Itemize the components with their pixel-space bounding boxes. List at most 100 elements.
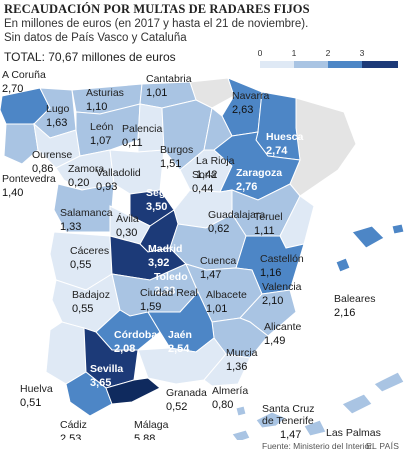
province-value-guadalajara: 0,62 (208, 223, 229, 235)
region-leon (75, 103, 141, 157)
legend-tick-3: 3 (359, 48, 365, 58)
province-name-asturias: Asturias (86, 87, 124, 99)
province-name-valencia: Valencia (262, 281, 302, 293)
province-value-castellon: 1,16 (260, 267, 281, 279)
total-label: TOTAL: 70,67 millones de euros (4, 50, 176, 64)
legend-swatch-3 (362, 61, 398, 68)
province-name-albacete: Albacete (206, 289, 247, 301)
province-value-granada: 0,52 (166, 401, 187, 413)
region-las-palmas (303, 371, 405, 437)
province-value-madrid: 3,92 (148, 257, 169, 269)
province-value-baleares: 2,16 (334, 307, 355, 319)
region-pontevedra (3, 123, 39, 165)
province-name-malaga: Málaga (134, 419, 169, 431)
province-name-ciudad-real: Ciudad Real (140, 287, 198, 299)
region-baleares (335, 223, 405, 273)
province-value-ciudad-real: 1,59 (140, 301, 161, 313)
province-value-almeria: 0,80 (212, 399, 233, 411)
province-value-cordoba: 2,08 (114, 343, 135, 355)
province-value-la-rioja: 1,42 (196, 169, 217, 181)
province-value-salamanca: 1,33 (60, 221, 81, 233)
province-name-palencia: Palencia (122, 123, 162, 135)
legend-swatch-1 (294, 61, 328, 68)
province-value-asturias: 1,10 (86, 101, 107, 113)
province-name-huelva: Huelva (20, 383, 53, 395)
province-value-palencia: 0,11 (122, 137, 143, 149)
province-value-jaen: 2,54 (168, 343, 190, 355)
province-name-castellon: Castellón (260, 253, 304, 265)
province-name-valladolid: Valladolid (96, 167, 141, 179)
cataluna-area (289, 97, 357, 197)
province-name-segovia: Segovia (146, 187, 186, 199)
province-value-malaga: 5,88 (134, 433, 155, 440)
province-value-lugo: 1,63 (46, 117, 67, 129)
province-value-segovia: 3,50 (146, 201, 167, 213)
province-value-zamora: 0,20 (68, 177, 89, 189)
province-value-navarra: 2,63 (232, 104, 253, 116)
province-value-cantabria: 1,01 (146, 87, 167, 99)
source-note: Fuente: Ministerio del Interior. (262, 441, 374, 451)
legend-tick-2: 2 (325, 48, 331, 58)
region-almeria (203, 353, 251, 387)
province-name-la-rioja: La Rioja (196, 155, 235, 167)
province-value-burgos: 1,51 (160, 158, 181, 170)
province-name-teruel: Teruel (254, 211, 283, 223)
region-huelva (45, 321, 87, 385)
province-name-las-palmas: Las Palmas (326, 427, 381, 439)
province-name-baleares: Baleares (334, 293, 375, 305)
province-value-caceres: 0,55 (70, 259, 91, 271)
province-name-cuenca: Cuenca (200, 255, 236, 267)
province-value-albacete: 1,01 (206, 303, 227, 315)
province-value-badajoz: 0,55 (72, 303, 93, 315)
province-name-cantabria: Cantabria (146, 73, 192, 85)
map-subtitle: En millones de euros (en 2017 y hasta el… (4, 18, 309, 30)
province-name-madrid: Madrid (148, 243, 182, 255)
province-value-toledo: 3,33 (154, 285, 175, 297)
province-name-granada: Granada (166, 387, 207, 399)
province-value-soria: 0,44 (192, 183, 213, 195)
province-name-zamora: Zamora (68, 163, 104, 175)
map-title: RECAUDACIÓN POR MULTAS DE RADARES FIJOS (4, 2, 310, 16)
province-name-navarra: Navarra (232, 90, 270, 102)
province-name-pontevedra: Pontevedra (2, 173, 56, 185)
province-value-huesca: 2,74 (266, 145, 288, 157)
region-malaga (105, 377, 161, 405)
province-name-sevilla: Sevilla (90, 363, 123, 375)
legend-swatch-0 (260, 61, 294, 68)
province-name-salamanca: Salamanca (60, 207, 113, 219)
province-value-leon: 1,07 (90, 135, 111, 147)
map-subtitle-note: Sin datos de País Vasco y Cataluña (4, 32, 187, 44)
province-name-alicante: Alicante (264, 321, 302, 333)
province-value-huelva: 0,51 (20, 397, 41, 409)
province-name-santa-cruz-de-tenerife: Santa Cruz de Tenerife (262, 403, 315, 427)
province-name-almeria: Almería (212, 385, 248, 397)
province-name-badajoz: Badajoz (72, 289, 110, 301)
province-name-soria: Soria (192, 169, 217, 181)
province-name-murcia: Murcia (226, 347, 258, 359)
province-value-cadiz: 2,53 (60, 433, 81, 440)
spain-province-map: A Coruña 2,70 Lugo 1,63 Asturias 1,10 Cantabri… (0, 69, 405, 440)
province-name-cordoba: Córdoba (114, 329, 157, 341)
province-name-guadalajara: Guadalajara (208, 209, 265, 221)
province-value-murcia: 1,36 (226, 361, 247, 373)
region-santa-cruz-de-tenerife (231, 405, 287, 440)
legend-tick-1: 1 (291, 48, 297, 58)
legend-swatch-2 (328, 61, 362, 68)
province-value-santa-cruz-de-tenerife: 1,47 (280, 429, 301, 440)
legend-tick-0: 0 (257, 48, 263, 58)
province-name-leon: León (90, 121, 114, 133)
province-value-alicante: 1,49 (264, 335, 285, 347)
province-value-sevilla: 3,65 (90, 377, 111, 389)
province-name-toledo: Toledo (154, 271, 188, 283)
province-name-jaen: Jaén (168, 329, 192, 341)
color-legend: 0 1 2 3 (258, 48, 400, 70)
el-pais-logo: EL PAÍS (366, 441, 400, 451)
province-value-avila: 0,30 (116, 227, 137, 239)
province-name-a-coruna: A Coruña (2, 69, 46, 81)
province-value-teruel: 1,11 (254, 225, 275, 237)
province-value-valencia: 2,10 (262, 295, 283, 307)
province-name-burgos: Burgos (160, 144, 193, 156)
province-name-caceres: Cáceres (70, 245, 109, 257)
province-name-avila: Ávila (116, 212, 139, 225)
province-value-ourense: 0,86 (32, 163, 53, 175)
